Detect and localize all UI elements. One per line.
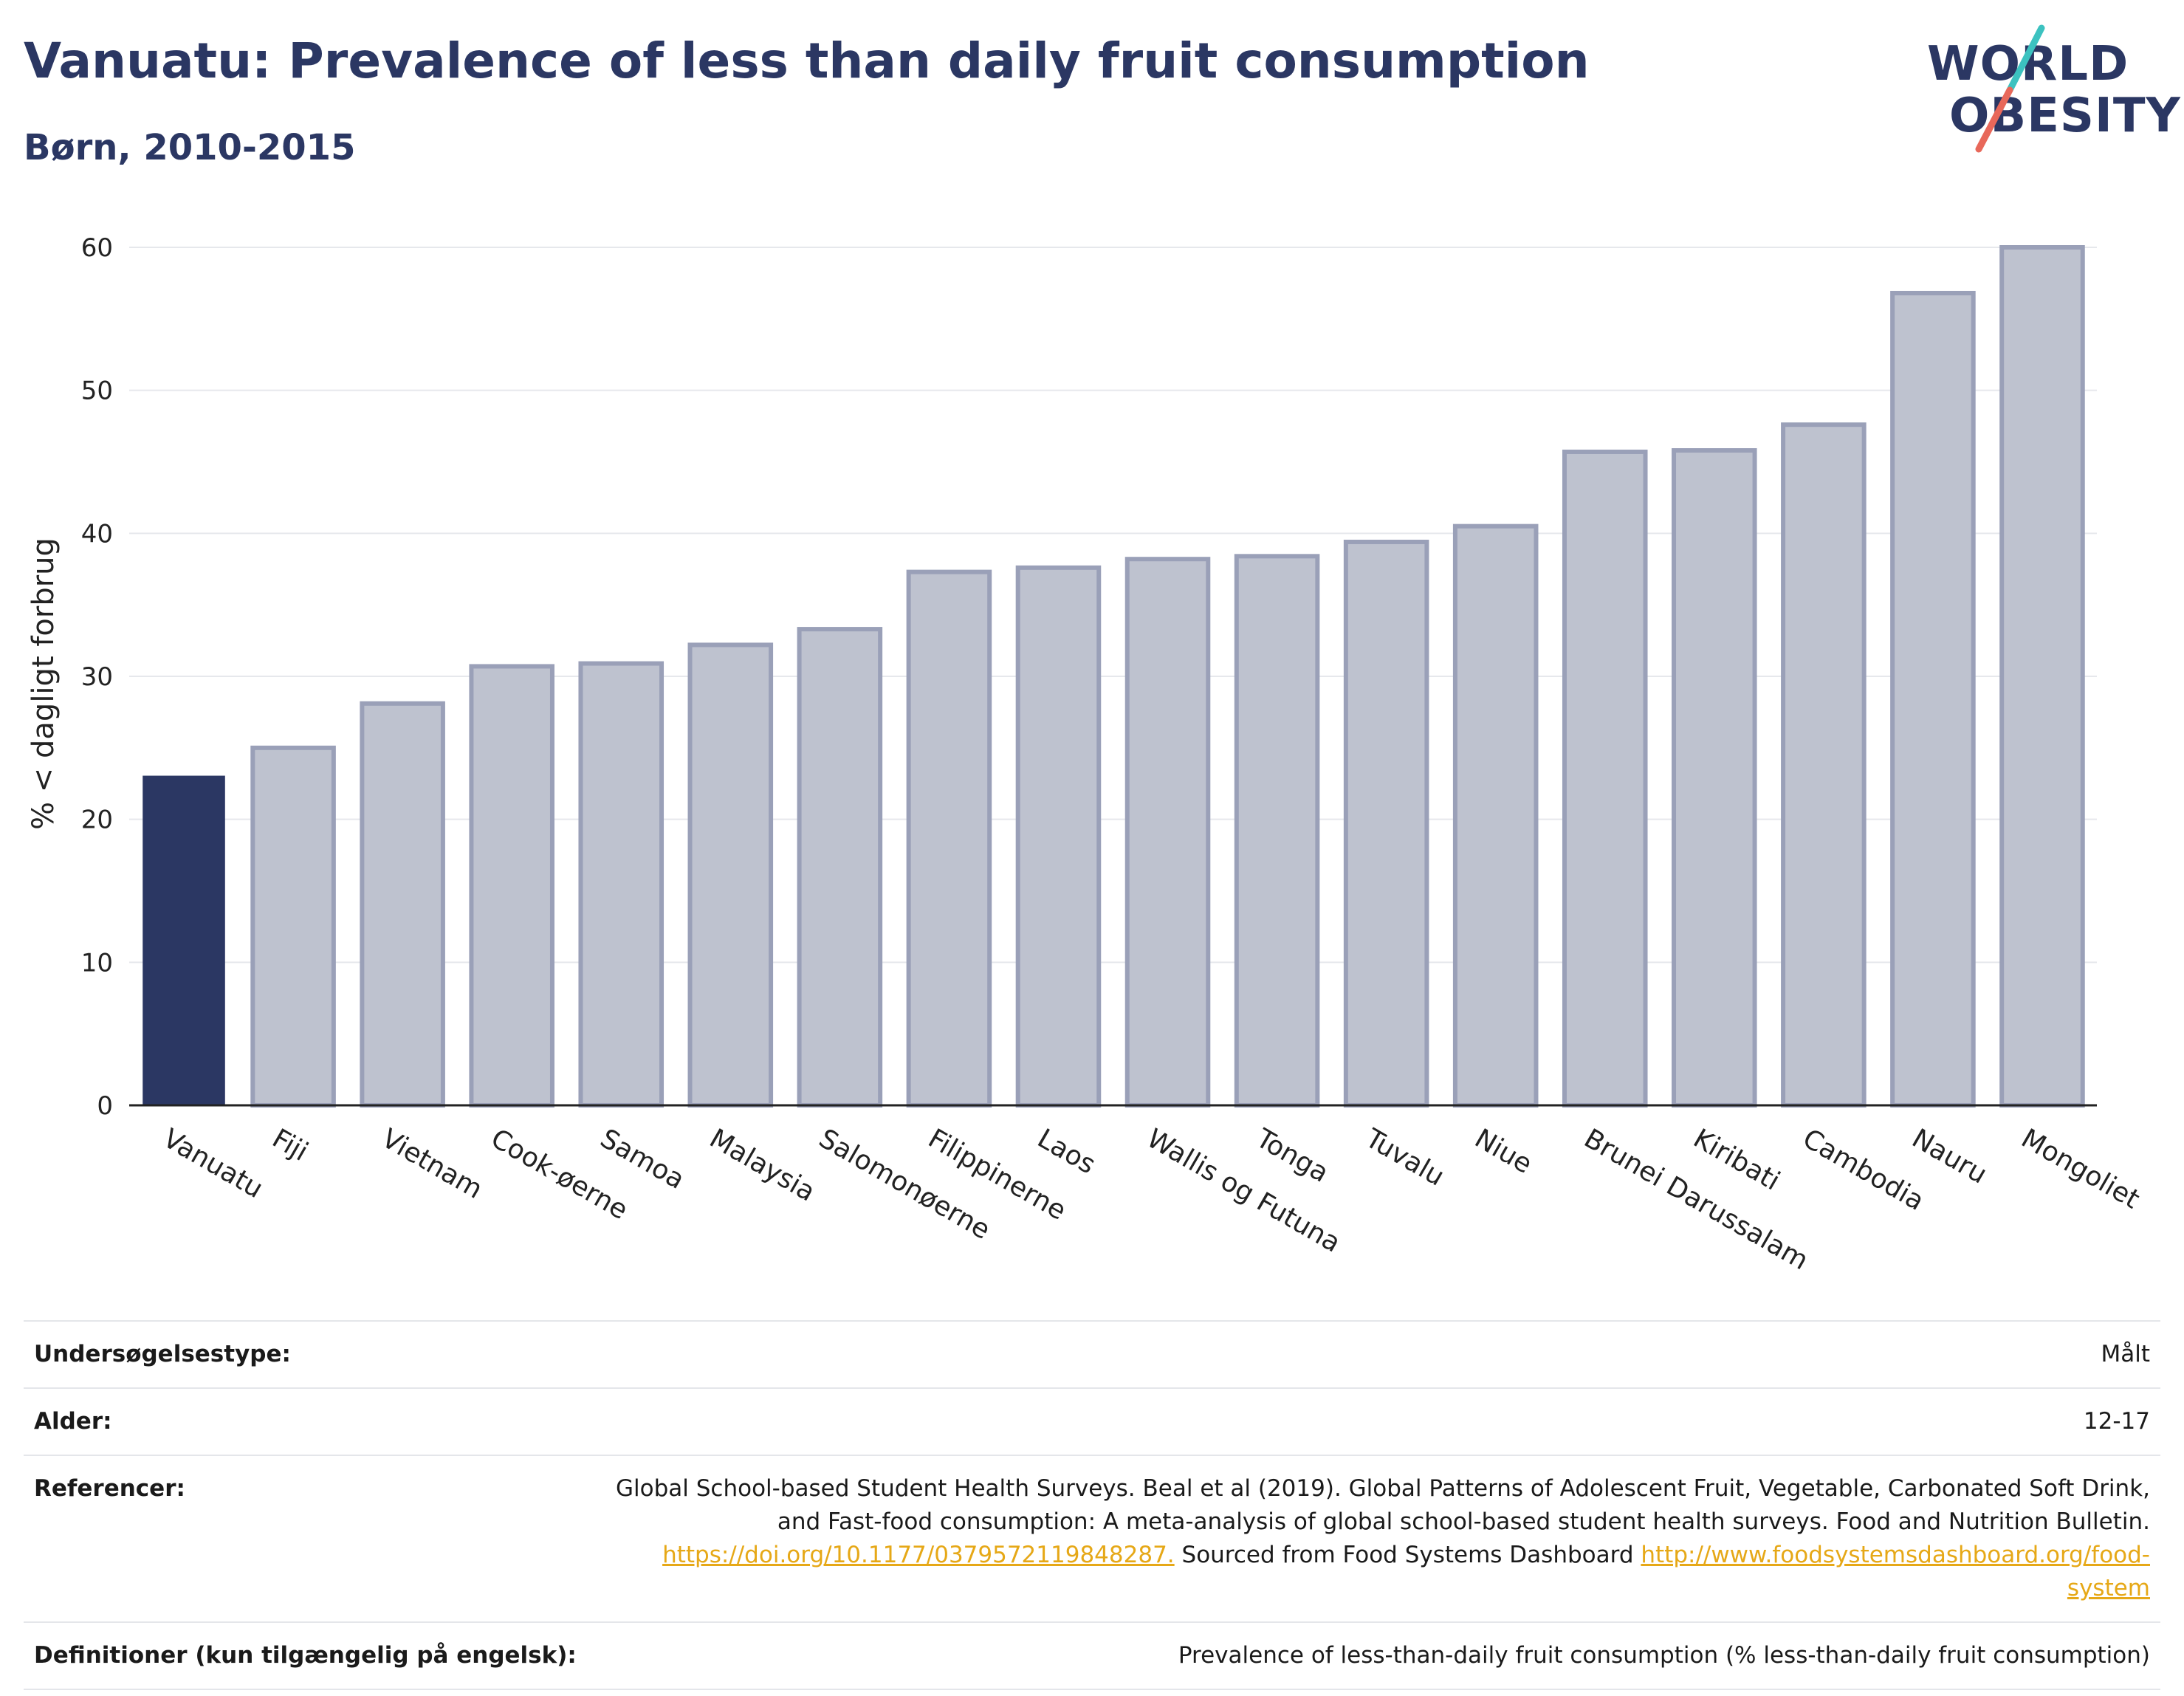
bar-cook-øerne[interactable] [469,664,554,1108]
references-source-text: Sourced from Food Systems Dashboard [1181,1541,1634,1568]
food-systems-link[interactable]: http://www.foodsystemsdashboard.org/food… [1641,1541,2150,1601]
x-tick-label: Samoa [595,1123,690,1195]
references-value: Global School-based Student Health Surve… [586,1454,2160,1623]
x-tick-label: Cambodia [1798,1123,1929,1217]
y-tick-label: 30 [81,662,113,692]
age-label: Alder: [24,1387,587,1456]
meta-row-survey-type: Undersøgelsestype: Målt [24,1320,2160,1389]
bar-kiribati[interactable] [1672,448,1757,1108]
x-tick-label: Wallis og Futuna [1141,1123,1345,1258]
bar-vietnam[interactable] [360,701,445,1108]
metadata-table: Undersøgelsestype: Målt Alder: 12-17 Ref… [24,1320,2160,1690]
bar-vanuatu[interactable] [142,775,225,1106]
definitions-label: Definitioner (kun tilgængelig på engelsk… [24,1621,587,1690]
bar-mongoliet[interactable] [1999,245,2085,1108]
y-tick-label: 60 [81,233,113,263]
bar-samoa[interactable] [578,661,665,1108]
y-tick-label: 50 [81,377,113,406]
references-text: Global School-based Student Health Surve… [616,1474,2150,1535]
x-tick-label: Laos [1032,1123,1100,1180]
bar-niue[interactable] [1452,523,1539,1108]
bar-cambodia[interactable] [1781,422,1867,1108]
bar-salomonøerne[interactable] [797,627,883,1108]
meta-row-references: Referencer: Global School-based Student … [24,1454,2160,1623]
x-tick-label: Mongoliet [2016,1123,2145,1215]
logo-text-world: WORLD [1927,37,2129,92]
x-tick-label: Vanuatu [158,1123,268,1204]
x-tick-label: Vietnam [377,1123,487,1205]
bar-brunei-darussalam[interactable] [1562,449,1648,1108]
bar-fiji[interactable] [250,745,336,1108]
bar-tonga[interactable] [1234,554,1320,1108]
x-tick-label: Fiji [267,1123,313,1167]
y-tick-label: 40 [81,519,113,549]
x-tick-label: Tuvalu [1359,1123,1449,1192]
y-tick-label: 10 [81,948,113,978]
x-tick-label: Malaysia [704,1123,820,1207]
meta-row-age: Alder: 12-17 [24,1387,2160,1456]
age-value: 12-17 [586,1387,2160,1456]
x-tick-label: Nauru [1907,1123,1992,1189]
definitions-value: Prevalence of less-than-daily fruit cons… [586,1621,2160,1690]
x-tick-label: Tonga [1250,1123,1333,1189]
y-tick-label: 0 [97,1091,113,1121]
y-axis-label: % < dagligt forbrug [27,538,61,830]
survey-type-label: Undersøgelsestype: [24,1320,587,1389]
y-tick-label: 20 [81,806,113,835]
chart-title: Vanuatu: Prevalence of less than daily f… [24,32,1590,89]
references-label: Referencer: [24,1454,587,1623]
bar-malaysia[interactable] [687,642,774,1108]
bar-laos[interactable] [1015,565,1102,1108]
meta-row-definitions: Definitioner (kun tilgængelig på engelsk… [24,1621,2160,1690]
bar-filippinerne[interactable] [906,569,992,1108]
logo-slash-icon [1975,24,2045,153]
x-tick-label: Niue [1469,1123,1536,1179]
bar-wallis-og-futuna[interactable] [1124,557,1211,1108]
bar-nauru[interactable] [1890,290,1976,1108]
world-obesity-logo: WORLD OBESITY [1927,22,2180,155]
doi-link[interactable]: https://doi.org/10.1177/0379572119848287… [662,1541,1175,1568]
chart-subtitle: Børn, 2010-2015 [24,127,356,168]
survey-type-value: Målt [586,1320,2160,1389]
bar-tuvalu[interactable] [1343,539,1429,1108]
